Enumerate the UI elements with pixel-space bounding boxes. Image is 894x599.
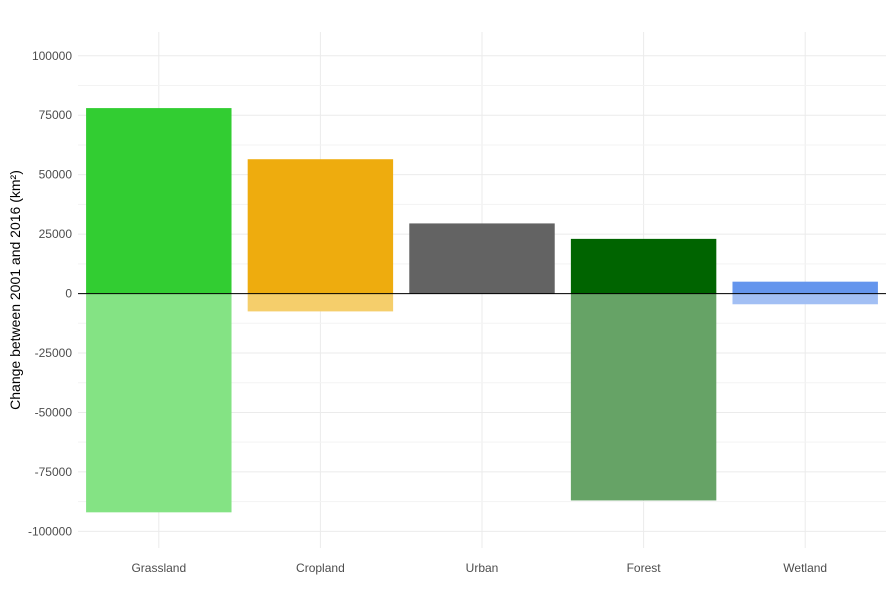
y-axis-title: Change between 2001 and 2016 (km²) <box>7 170 23 410</box>
y-tick-label: -25000 <box>35 346 73 360</box>
bar-gain-forest <box>570 238 717 294</box>
x-tick-label: Urban <box>466 561 499 575</box>
x-tick-label: Grassland <box>131 561 186 575</box>
x-tick-label: Forest <box>627 561 662 575</box>
bars <box>86 108 878 513</box>
y-tick-label: -75000 <box>35 465 73 479</box>
bar-gain-cropland <box>247 159 394 294</box>
y-tick-label: 25000 <box>39 227 73 241</box>
bar-gain-grassland <box>86 108 232 294</box>
y-axis: -100000 -75000 -50000 -25000 0 25000 50000 7500… <box>28 49 72 539</box>
y-tick-label: -50000 <box>35 405 73 419</box>
x-tick-label: Cropland <box>296 561 345 575</box>
y-tick-label: 100000 <box>32 49 72 63</box>
bar-loss-wetland <box>732 293 878 305</box>
y-tick-label: 75000 <box>39 108 73 122</box>
bar-loss-grassland <box>86 293 232 513</box>
x-tick-label: Wetland <box>783 561 827 575</box>
y-tick-label: -100000 <box>28 524 72 538</box>
y-tick-label: 50000 <box>39 168 73 182</box>
x-axis: Grassland Cropland Urban Forest Wetland <box>131 561 827 575</box>
bar-loss-cropland <box>247 293 394 312</box>
bar-loss-forest <box>570 293 717 501</box>
bar-gain-urban <box>409 223 555 294</box>
bar-gain-wetland <box>732 281 878 294</box>
y-tick-label: 0 <box>65 287 72 301</box>
